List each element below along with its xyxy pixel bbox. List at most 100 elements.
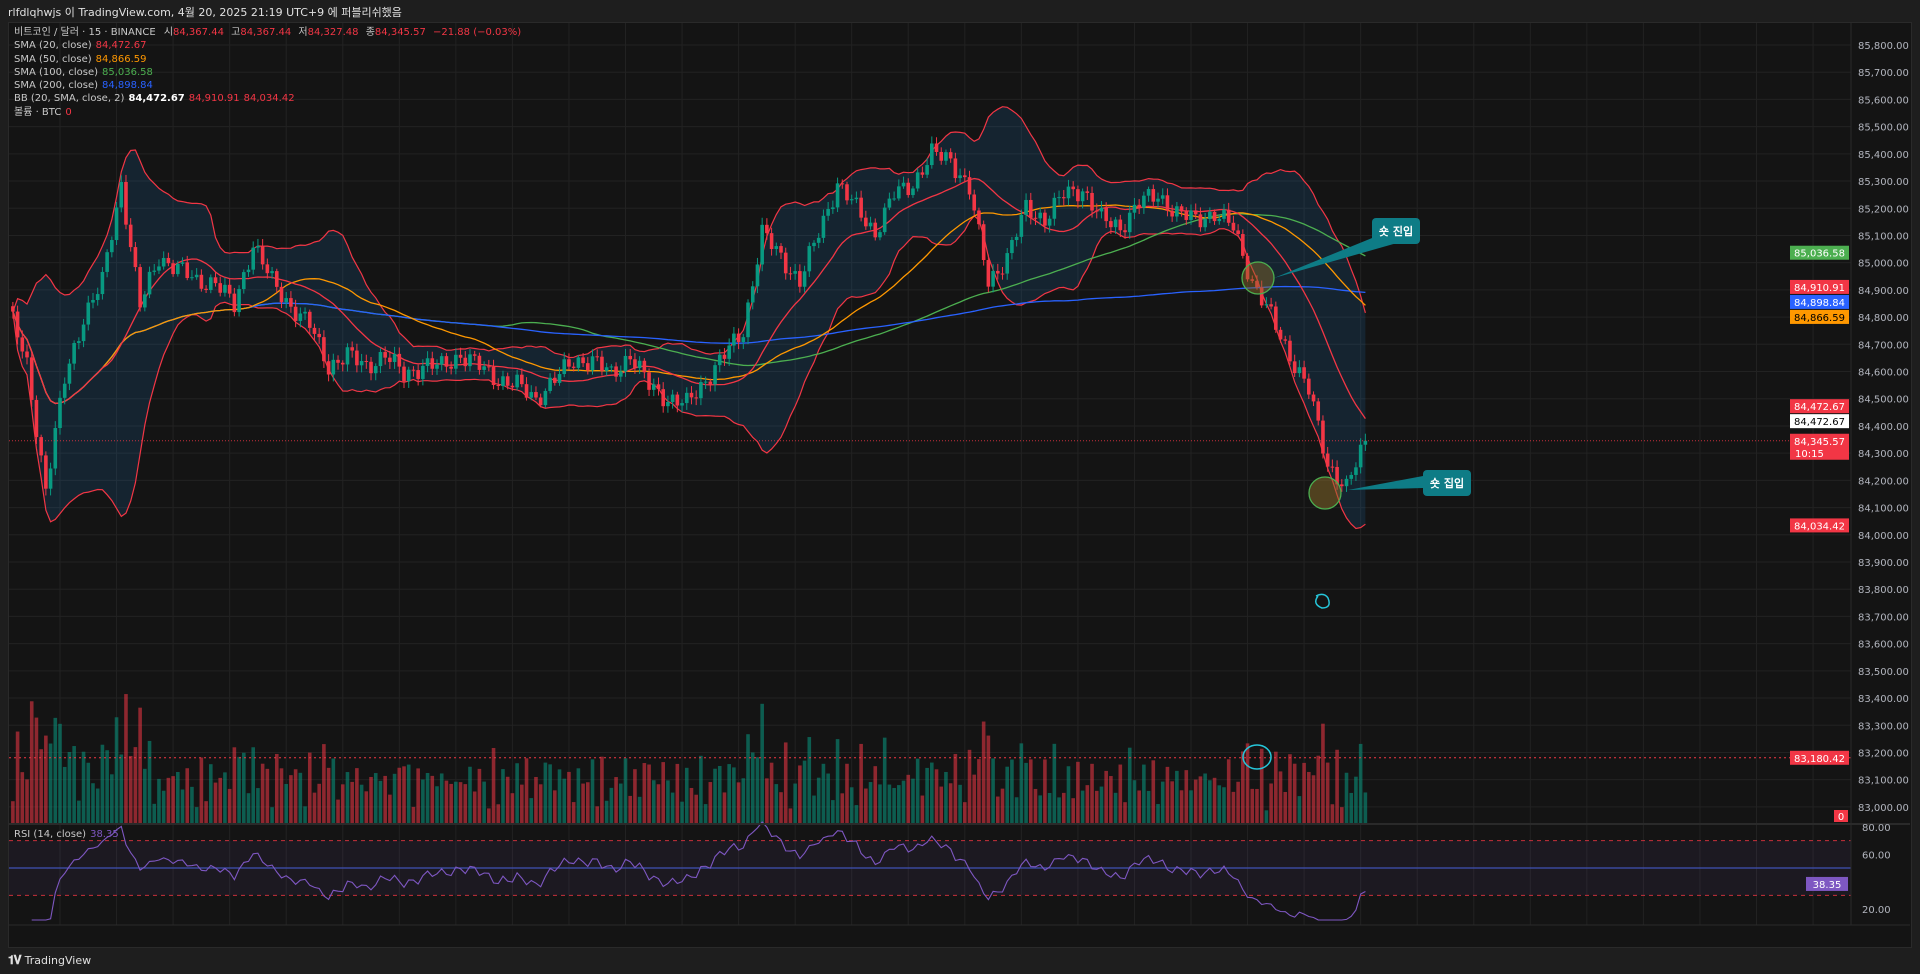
- volume-bar: [260, 763, 265, 823]
- volume-bar: [524, 758, 529, 823]
- candle-body: [835, 183, 840, 208]
- candle-body: [1311, 394, 1316, 402]
- callout-text: 숏 집입: [1430, 476, 1464, 490]
- volume-bar: [190, 786, 194, 823]
- candle-body: [543, 390, 548, 406]
- volume-bar: [430, 775, 435, 823]
- volume-bar: [600, 756, 604, 823]
- candle-body: [1061, 197, 1066, 199]
- sma50-label: SMA (50, close): [14, 53, 92, 65]
- price-axis-label: [1790, 433, 1849, 460]
- candle-body: [699, 381, 703, 399]
- candle-body: [1236, 230, 1240, 235]
- candle-body: [227, 284, 232, 294]
- candle-body: [317, 333, 321, 338]
- candle-body: [251, 247, 256, 270]
- candle-body: [312, 327, 317, 334]
- price-tick-label: 84,300.00: [1858, 449, 1909, 460]
- price-tick-label: 85,100.00: [1858, 231, 1909, 242]
- volume-bar: [133, 747, 138, 823]
- volume-bar: [576, 768, 581, 823]
- volume-bar: [934, 769, 939, 823]
- candle-body: [204, 288, 208, 290]
- candle-body: [1094, 210, 1099, 212]
- volume-bar: [124, 694, 128, 823]
- candle-body: [600, 356, 604, 371]
- volume-bar: [331, 758, 336, 823]
- volume-bar: [350, 781, 354, 823]
- legend-rsi[interactable]: RSI (14, close) 38.35: [14, 829, 119, 840]
- volume-bar: [91, 783, 95, 823]
- symbol-name[interactable]: 비트코인 / 달러 · 15 · BINANCE: [14, 27, 156, 38]
- candle-body: [562, 359, 567, 375]
- time-tick-label: 15:00: [328, 932, 357, 943]
- volume-bar: [548, 764, 552, 823]
- volume-bar: [689, 787, 694, 823]
- candle-body: [1043, 212, 1047, 226]
- legend-bb[interactable]: BB (20, SMA, close, 2) 84,472.67 84,910.91…: [14, 92, 521, 105]
- candle-body: [755, 264, 760, 287]
- volume-bar: [317, 783, 321, 823]
- sma200-value: 84,898.84: [102, 80, 153, 92]
- bb-label: BB (20, SMA, close, 2): [14, 93, 125, 105]
- volume-bar: [1212, 777, 1217, 823]
- volume-bar: [406, 764, 411, 823]
- candle-body: [487, 366, 491, 368]
- volume-bar: [812, 795, 816, 823]
- candle-body: [774, 246, 779, 250]
- volume-bar: [369, 776, 373, 823]
- volume-bar: [1198, 776, 1203, 823]
- volume-bar: [765, 778, 769, 823]
- rsi-value-badge: [1806, 876, 1848, 891]
- volume-bar: [1231, 791, 1236, 823]
- volume-bar: [1160, 781, 1165, 823]
- legend-sma20[interactable]: SMA (20, close) 84,472.67: [14, 39, 521, 52]
- candle-body: [586, 363, 590, 371]
- volume-bar: [458, 782, 463, 823]
- candle-body: [515, 374, 519, 388]
- volume-bar: [901, 780, 906, 823]
- volume-bar: [920, 795, 925, 823]
- candle-body: [1127, 212, 1132, 233]
- legend-volume[interactable]: 볼륨 · BTC 0: [14, 106, 521, 119]
- tradingview-logo-icon[interactable]: 𝟏𝐕: [8, 953, 22, 967]
- candle-body: [760, 224, 764, 265]
- candle-body: [727, 345, 731, 359]
- candle-body: [1335, 466, 1339, 485]
- candle-body: [241, 272, 246, 290]
- volume-bar: [421, 779, 425, 823]
- volume-bar: [157, 778, 161, 823]
- price-axis-label-text: 84,345.57: [1794, 437, 1845, 448]
- candle-body: [454, 354, 458, 369]
- volume-bar: [642, 763, 647, 823]
- candle-body: [11, 306, 15, 312]
- legend-sma50[interactable]: SMA (50, close) 84,866.59: [14, 53, 521, 66]
- volume-bar: [147, 740, 152, 823]
- candle-body: [1307, 378, 1311, 395]
- volume-bar: [435, 786, 439, 823]
- candle-body: [1028, 199, 1033, 218]
- legend-sma100[interactable]: SMA (100, close) 85,036.58: [14, 66, 521, 79]
- candle-body: [265, 264, 270, 274]
- volume-bar: [227, 788, 232, 823]
- volume-bar: [1175, 770, 1179, 823]
- volume-bar: [991, 758, 995, 823]
- volume-bar: [472, 791, 477, 823]
- volume-bar: [807, 737, 812, 823]
- candle-body: [190, 277, 194, 279]
- volume-bar: [204, 801, 208, 823]
- volume-bar: [265, 768, 270, 823]
- candle-body: [105, 252, 109, 272]
- candle-body: [595, 356, 600, 358]
- volume-bar: [303, 806, 307, 823]
- candle-body: [840, 183, 845, 185]
- candle-body: [831, 207, 835, 210]
- volume-bar: [515, 763, 519, 823]
- price-tick-label: 83,900.00: [1858, 558, 1909, 569]
- volume-bar: [604, 800, 609, 823]
- candle-body: [581, 357, 585, 364]
- legend-sma200[interactable]: SMA (200, close) 84,898.84: [14, 79, 521, 92]
- candle-body: [1222, 209, 1226, 219]
- candle-body: [373, 366, 378, 374]
